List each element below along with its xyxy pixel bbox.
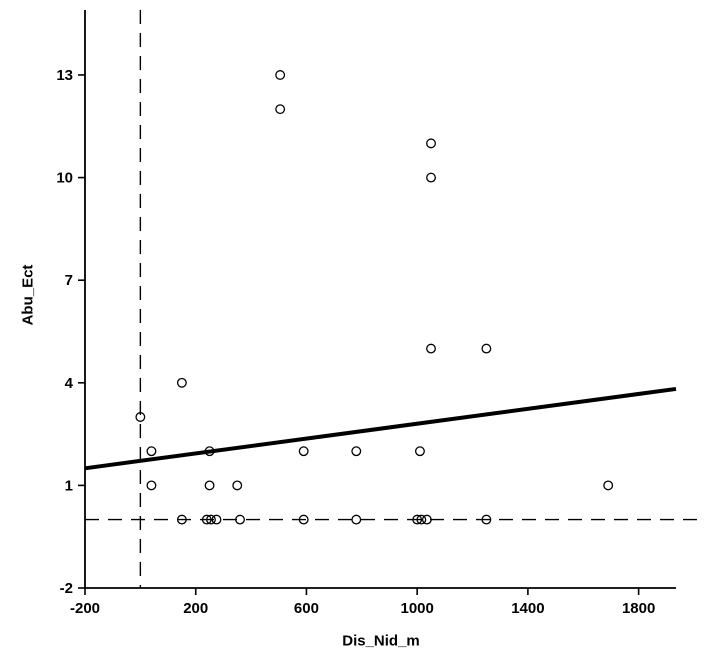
x-tick-label: -200: [70, 600, 100, 617]
regression-line: [84, 386, 677, 471]
y-tick-label: 10: [56, 170, 73, 187]
data-point: [481, 343, 492, 354]
data-point: [275, 70, 286, 80]
y-tick-label: -2: [60, 580, 73, 597]
data-point: [235, 514, 245, 525]
y-axis-title: Abu_Ect: [19, 264, 37, 326]
data-point: [426, 138, 436, 149]
data-point: [201, 514, 212, 525]
data-point: [176, 377, 187, 388]
data-point: [176, 514, 187, 525]
data-point: [135, 412, 146, 422]
data-point: [416, 514, 427, 525]
data-point: [481, 514, 492, 525]
data-point: [298, 514, 309, 525]
y-tick-label: 7: [65, 272, 73, 289]
x-tick-label: 600: [294, 600, 319, 617]
data-point: [204, 480, 215, 491]
data-point: [603, 480, 614, 491]
data-point: [275, 104, 286, 115]
data-point: [351, 446, 362, 457]
data-point: [421, 514, 432, 525]
x-axis-title: Dis_Nid_m: [342, 632, 420, 650]
data-point: [206, 514, 216, 525]
data-point: [426, 343, 436, 354]
data-point: [412, 514, 423, 525]
data-point: [426, 172, 436, 183]
x-tick-label: 1400: [511, 600, 544, 617]
data-point: [146, 446, 157, 457]
y-tick-label: 13: [56, 67, 73, 84]
x-tick-label: 1000: [400, 600, 433, 617]
data-point: [351, 514, 362, 525]
x-tick-label: 200: [183, 600, 208, 617]
data-point: [414, 446, 425, 457]
data-point: [298, 446, 309, 457]
y-tick-label: 1: [65, 477, 73, 494]
x-tick-label: 1800: [622, 600, 655, 617]
data-point: [204, 446, 215, 457]
data-point: [232, 480, 243, 491]
data-point: [146, 480, 157, 491]
y-tick-label: 4: [65, 375, 74, 392]
data-point: [211, 514, 222, 525]
